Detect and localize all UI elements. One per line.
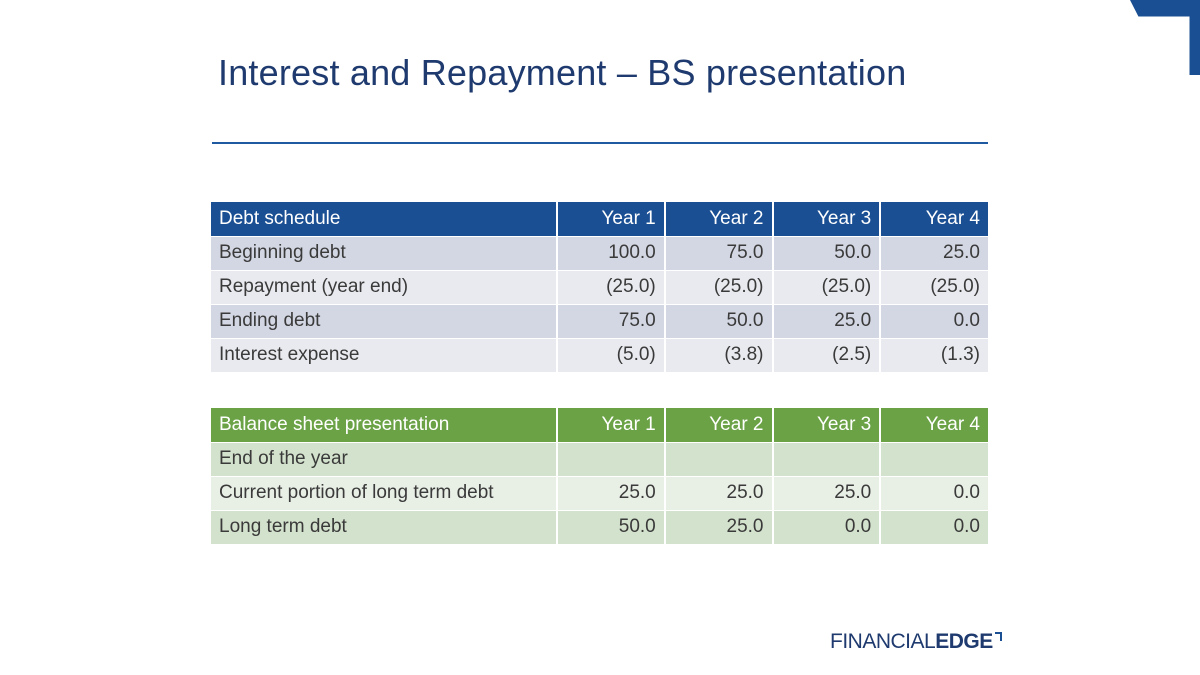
balance-sheet-table: Balance sheet presentation Year 1 Year 2…	[211, 408, 988, 545]
logo-text-edge: EDGE	[935, 630, 993, 653]
header-cell: Year 4	[880, 408, 988, 443]
row-label: End of the year	[211, 442, 558, 477]
table-cell	[880, 442, 988, 477]
table-cell: 0.0	[880, 304, 988, 339]
table-row: Repayment (year end) (25.0) (25.0) (25.0…	[211, 270, 988, 305]
title-divider	[212, 142, 988, 144]
table-cell: 0.0	[772, 510, 882, 545]
row-label: Current portion of long term debt	[211, 476, 558, 511]
table-row: Beginning debt 100.0 75.0 50.0 25.0	[211, 236, 988, 271]
header-cell: Year 3	[772, 202, 882, 237]
header-cell: Debt schedule	[211, 202, 558, 237]
table-row: Current portion of long term debt 25.0 2…	[211, 476, 988, 511]
row-label: Interest expense	[211, 338, 558, 373]
table-cell: 25.0	[557, 476, 666, 511]
header-cell: Year 4	[880, 202, 988, 237]
row-label: Ending debt	[211, 304, 558, 339]
corner-accent-icon	[1130, 0, 1200, 75]
row-label: Long term debt	[211, 510, 558, 545]
table-cell: 25.0	[664, 510, 774, 545]
table-cell	[664, 442, 774, 477]
table-cell: 50.0	[557, 510, 666, 545]
logo-text-financial: FINANCIAL	[830, 630, 936, 653]
row-label: Beginning debt	[211, 236, 558, 271]
table-row: End of the year	[211, 442, 988, 477]
table-cell: 25.0	[880, 236, 988, 271]
table-cell	[557, 442, 666, 477]
table-cell: (25.0)	[772, 270, 882, 305]
table-cell: 75.0	[557, 304, 666, 339]
table-cell: 0.0	[880, 510, 988, 545]
table-cell: 100.0	[557, 236, 666, 271]
table-cell: (3.8)	[664, 338, 774, 373]
table-cell: 25.0	[772, 476, 882, 511]
table-cell: (25.0)	[664, 270, 774, 305]
table-cell: (25.0)	[880, 270, 988, 305]
table-cell: 50.0	[772, 236, 882, 271]
header-cell: Year 3	[772, 408, 882, 443]
table-cell: 50.0	[664, 304, 774, 339]
table-cell: 75.0	[664, 236, 774, 271]
table-cell: 0.0	[880, 476, 988, 511]
slide-title: Interest and Repayment – BS presentation	[218, 52, 907, 93]
header-cell: Year 1	[557, 408, 666, 443]
header-cell: Year 2	[664, 408, 774, 443]
table-row: Ending debt 75.0 50.0 25.0 0.0	[211, 304, 988, 339]
row-label: Repayment (year end)	[211, 270, 558, 305]
table-cell: 25.0	[772, 304, 882, 339]
balance-sheet-header-row: Balance sheet presentation Year 1 Year 2…	[211, 408, 988, 443]
table-cell: (5.0)	[557, 338, 666, 373]
table-row: Interest expense (5.0) (3.8) (2.5) (1.3)	[211, 338, 988, 373]
table-row: Long term debt 50.0 25.0 0.0 0.0	[211, 510, 988, 545]
table-cell: (2.5)	[772, 338, 882, 373]
table-cell: (1.3)	[880, 338, 988, 373]
debt-schedule-table: Debt schedule Year 1 Year 2 Year 3 Year …	[211, 202, 988, 373]
table-cell: (25.0)	[557, 270, 666, 305]
corner-bracket-icon	[994, 632, 1002, 641]
table-cell: 25.0	[664, 476, 774, 511]
header-cell: Year 1	[557, 202, 666, 237]
debt-schedule-header-row: Debt schedule Year 1 Year 2 Year 3 Year …	[211, 202, 988, 237]
header-cell: Balance sheet presentation	[211, 408, 558, 443]
financial-edge-logo: FINANCIAL EDGE	[830, 630, 1002, 654]
header-cell: Year 2	[664, 202, 774, 237]
table-cell	[772, 442, 882, 477]
